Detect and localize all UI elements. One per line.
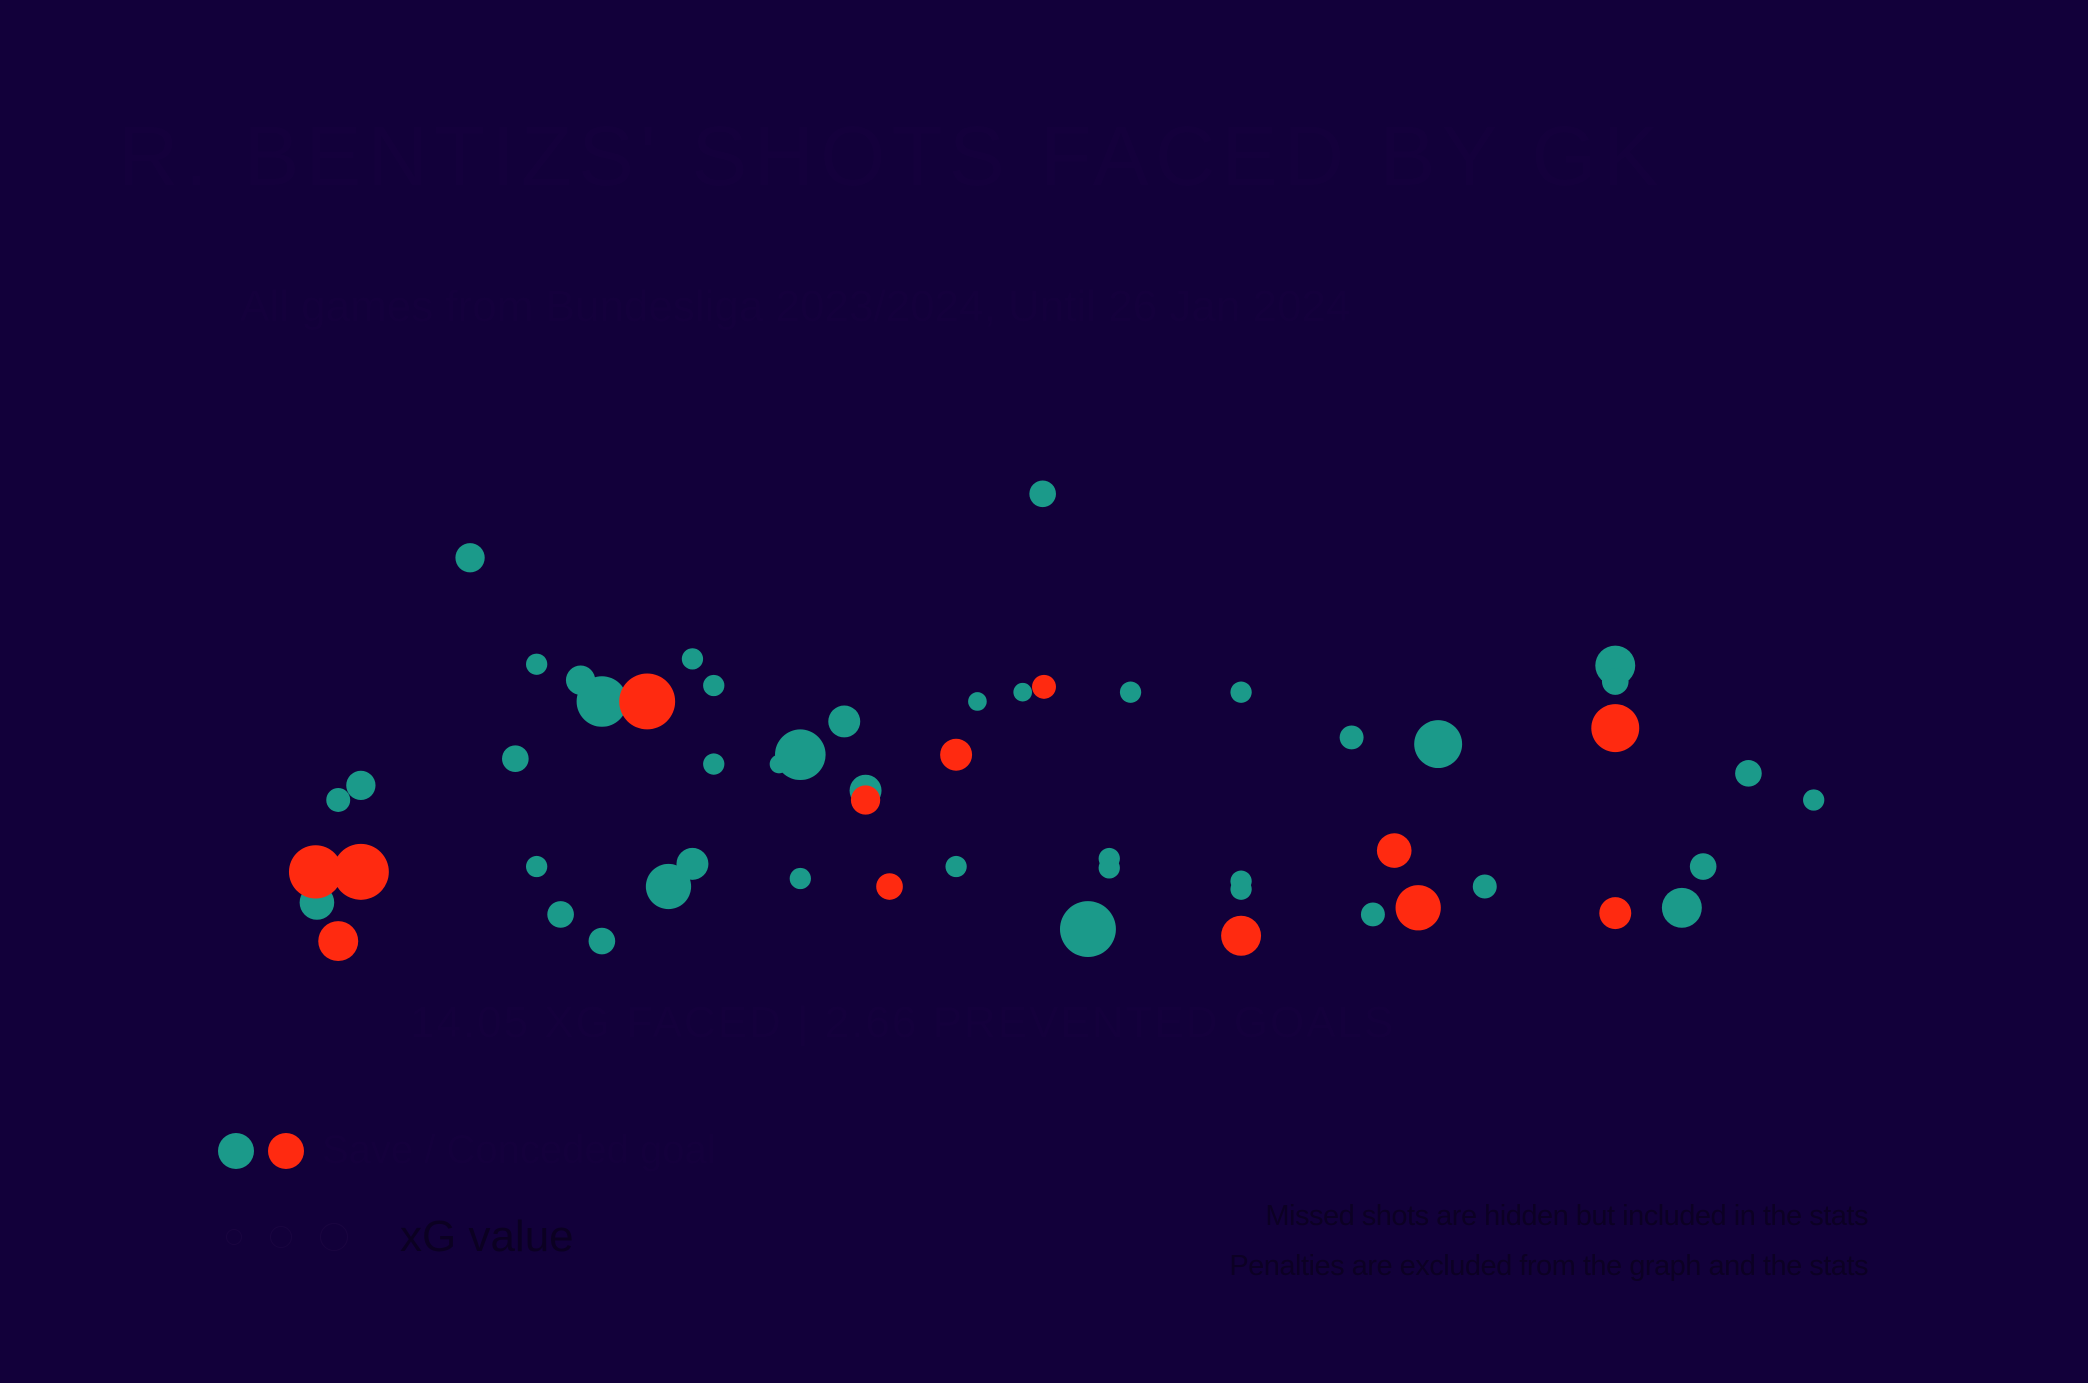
shot-dot-save (547, 901, 574, 928)
shot-dot-goal (1599, 897, 1632, 930)
shot-dot-save (775, 729, 826, 781)
shot-dot-save (1414, 720, 1463, 769)
shot-dot-save (576, 676, 628, 727)
shot-dot-save (1339, 725, 1364, 750)
shot-dot-goal (1591, 704, 1640, 753)
shot-dot-goal (619, 673, 676, 730)
shot-dot-save (1119, 681, 1142, 703)
shot-dot-save (789, 867, 811, 890)
shot-dot-save (1029, 480, 1056, 508)
shot-dot-save (681, 648, 704, 670)
shot-dot-save (525, 855, 548, 878)
shot-dot-save (1230, 878, 1252, 900)
shot-dot-save (1098, 857, 1120, 879)
note-penalties: Penalties are excluded from the graph an… (1229, 1250, 1868, 1282)
shot-dot-goal (288, 845, 343, 899)
shot-dot-goal (850, 785, 881, 815)
shot-dot-save (525, 653, 548, 675)
shot-dot-save (1230, 681, 1252, 703)
shot-dot-goal (1221, 915, 1262, 956)
shot-dot-save (455, 543, 485, 573)
shot-dot-save (828, 705, 861, 738)
shot-dot-goal (318, 921, 359, 962)
shot-dot-save (1601, 668, 1629, 695)
chart-subtitle: All games from Bundesliga 2023/2024, Unt… (240, 282, 1351, 331)
legend-size-medium-icon (270, 1226, 292, 1248)
shot-dot-save (1013, 682, 1033, 702)
shot-dot-save (703, 753, 725, 775)
legend-size: xG value (218, 1212, 574, 1262)
shot-dot-save (1803, 789, 1825, 811)
legend-size-small-icon (226, 1229, 242, 1245)
shot-dot-goal (1395, 885, 1441, 931)
stats-summary: 14.05 xG faced | 2.66 prevented goals (410, 998, 1396, 1047)
legend-outcome: Save / Conceded goal (218, 1128, 716, 1173)
shot-dot-save (968, 692, 987, 711)
shot-dot-goal (940, 738, 973, 771)
chart-title: R. BENTIZS' SHOTS FACED BY GK (118, 109, 1665, 203)
shot-dot-save (676, 847, 709, 880)
shot-dot-save (1360, 902, 1385, 927)
shot-dot-save (326, 788, 351, 812)
shot-dot-save (502, 745, 529, 773)
shot-dot-goal (876, 873, 903, 900)
legend-size-label: xG value (400, 1212, 574, 1261)
legend-save-dot (218, 1132, 254, 1169)
shot-dot-goal (1376, 833, 1412, 868)
legend-goal-dot (268, 1132, 304, 1169)
shot-dot-save (1689, 853, 1717, 880)
shot-dot-save (1472, 874, 1497, 899)
note-missed-shots: Missed shots are hidden but included in … (1265, 1200, 1868, 1232)
shot-dot-goal (1032, 674, 1056, 699)
shot-dot-save (645, 863, 692, 910)
shot-dot-save (703, 674, 725, 697)
shot-dot-save (588, 927, 616, 955)
shot-dot-goal (332, 843, 389, 900)
legend-outcome-label: Save / Conceded goal (322, 1128, 716, 1172)
shot-dot-save (945, 855, 967, 878)
shot-dot-save (346, 770, 376, 800)
legend-size-large-icon (320, 1223, 348, 1251)
shot-dot-save (1661, 887, 1702, 928)
shot-dot-save (1059, 901, 1116, 958)
shot-dot-save (1735, 760, 1762, 787)
